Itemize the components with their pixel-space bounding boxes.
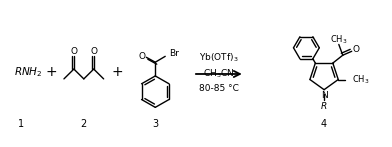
- Text: CH$_3$: CH$_3$: [330, 33, 348, 46]
- Text: O: O: [352, 45, 359, 54]
- Text: 1: 1: [18, 119, 24, 129]
- Text: N: N: [321, 91, 327, 100]
- Text: 3: 3: [152, 119, 158, 129]
- Text: O: O: [90, 47, 97, 56]
- Text: CH$_3$CN: CH$_3$CN: [203, 68, 234, 80]
- Text: Yb(OTf)$_3$: Yb(OTf)$_3$: [199, 51, 239, 64]
- Text: +: +: [112, 65, 123, 79]
- Text: Br: Br: [169, 49, 179, 58]
- Text: +: +: [45, 65, 57, 79]
- Text: 80-85 °C: 80-85 °C: [199, 84, 239, 93]
- Text: 2: 2: [81, 119, 87, 129]
- Text: CH$_3$: CH$_3$: [352, 73, 370, 86]
- Text: O: O: [71, 47, 77, 56]
- Text: O: O: [139, 52, 146, 61]
- Text: 4: 4: [321, 119, 327, 129]
- Text: RNH$_2$: RNH$_2$: [14, 65, 43, 79]
- Text: R: R: [321, 102, 327, 111]
